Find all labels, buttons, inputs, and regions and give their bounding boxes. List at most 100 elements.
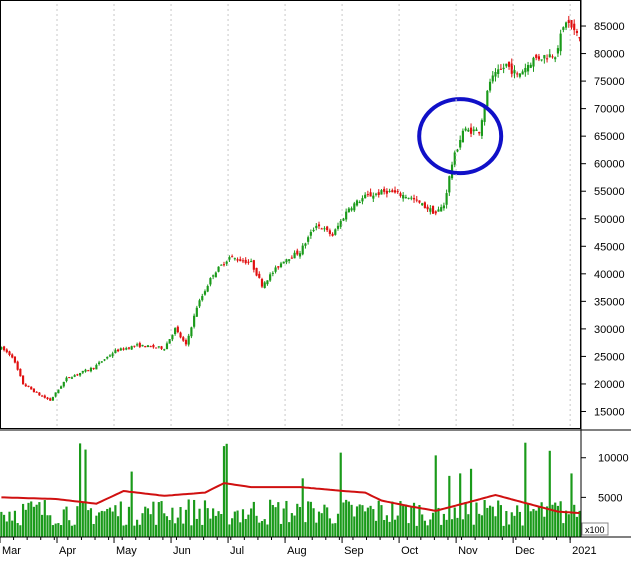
- volume-bar: [193, 499, 196, 537]
- candle-body: [187, 335, 190, 345]
- volume-bar: [60, 525, 63, 537]
- candle-body: [315, 225, 318, 229]
- candle-body: [393, 190, 397, 193]
- candle-body: [239, 259, 242, 262]
- price-tick-label: 70000: [594, 104, 625, 116]
- candle-body: [456, 149, 459, 152]
- volume-bar: [513, 515, 516, 537]
- volume-bar: [203, 500, 207, 537]
- volume-bar: [402, 505, 405, 537]
- candle-body: [250, 261, 253, 263]
- volume-bar: [288, 522, 291, 537]
- volume-bar: [30, 501, 33, 537]
- candle-body: [507, 61, 511, 67]
- volume-bar: [73, 524, 76, 537]
- candle-body: [383, 188, 386, 192]
- candle-body: [157, 346, 160, 348]
- price-tick-label: 35000: [594, 296, 625, 308]
- volume-bar: [364, 511, 367, 537]
- volume-bar: [410, 506, 413, 537]
- volume-bar: [79, 443, 82, 537]
- volume-bar: [16, 523, 19, 537]
- volume-bar: [182, 523, 185, 537]
- candle-body: [317, 224, 321, 227]
- candle-body: [171, 334, 174, 340]
- volume-bar: [315, 522, 318, 537]
- volume-bar: [369, 505, 372, 537]
- volume-bar: [187, 499, 190, 537]
- highlight-circle: [417, 97, 504, 176]
- volume-bar: [505, 511, 508, 537]
- candle-body: [65, 377, 68, 382]
- volume-bar: [244, 519, 247, 537]
- volume-bar: [564, 510, 568, 537]
- x-tick-label: Aug: [287, 545, 307, 557]
- candle-body: [293, 252, 296, 259]
- volume-bar: [562, 523, 565, 537]
- volume-bar: [62, 509, 65, 537]
- candle-body: [464, 128, 467, 131]
- candle-body: [336, 225, 340, 229]
- volume-bar: [342, 502, 345, 537]
- candle-body: [461, 130, 464, 143]
- volume-bar: [510, 512, 513, 537]
- volume-bar: [404, 504, 407, 537]
- volume-moving-average-line: [1, 482, 580, 514]
- candle-body: [57, 389, 60, 394]
- x-tick-label: May: [116, 545, 137, 557]
- candle-body: [122, 348, 125, 350]
- volume-bar: [157, 502, 160, 537]
- candle-body: [222, 264, 226, 266]
- candle-body: [146, 345, 150, 347]
- volume-bar: [526, 503, 530, 537]
- volume-bar: [445, 519, 448, 537]
- candle-body: [532, 57, 535, 67]
- volume-bar: [225, 443, 228, 537]
- volume-bar: [537, 506, 541, 537]
- candle-body: [391, 190, 394, 193]
- volume-bar: [494, 516, 497, 537]
- volume-bar: [277, 502, 280, 537]
- volume-bar: [388, 521, 391, 537]
- volume-bar: [2, 514, 6, 537]
- candle-body: [562, 27, 565, 30]
- candle-body: [193, 315, 196, 327]
- volume-bar: [545, 506, 549, 537]
- volume-bar: [279, 523, 283, 537]
- candle-body: [198, 300, 201, 307]
- candle-body: [168, 339, 171, 344]
- candle-body: [241, 260, 245, 262]
- candle-body: [377, 192, 380, 195]
- candle-body: [16, 361, 19, 370]
- volume-bar: [125, 524, 128, 537]
- candle-body: [554, 57, 557, 60]
- volume-bar: [415, 525, 418, 537]
- volume-bar: [521, 525, 524, 537]
- volume-bar: [516, 505, 519, 537]
- candle-body: [195, 307, 198, 317]
- candle-body: [559, 33, 562, 52]
- candle-body: [51, 397, 55, 401]
- candle-body: [410, 197, 413, 199]
- price-tick-label: 30000: [594, 324, 625, 336]
- x-tick-label: Apr: [59, 545, 76, 557]
- candle-body: [127, 347, 131, 349]
- volume-bar: [437, 507, 440, 537]
- volume-bar: [488, 505, 492, 537]
- candle-body: [11, 354, 14, 358]
- candle-body: [217, 266, 220, 272]
- volume-bar: [176, 517, 179, 537]
- candle-body: [35, 391, 38, 393]
- volume-bar: [247, 514, 250, 537]
- volume-tick-label: 5000: [598, 492, 622, 504]
- volume-bar: [214, 515, 217, 537]
- candle-body: [290, 257, 293, 259]
- volume-bar: [8, 511, 11, 537]
- volume-bar: [149, 514, 152, 537]
- candle-body: [103, 359, 106, 361]
- volume-bar: [345, 499, 348, 537]
- candle-body: [141, 344, 144, 347]
- volume-bar: [138, 524, 141, 537]
- volume-bar: [163, 513, 166, 537]
- candle-body: [350, 208, 353, 211]
